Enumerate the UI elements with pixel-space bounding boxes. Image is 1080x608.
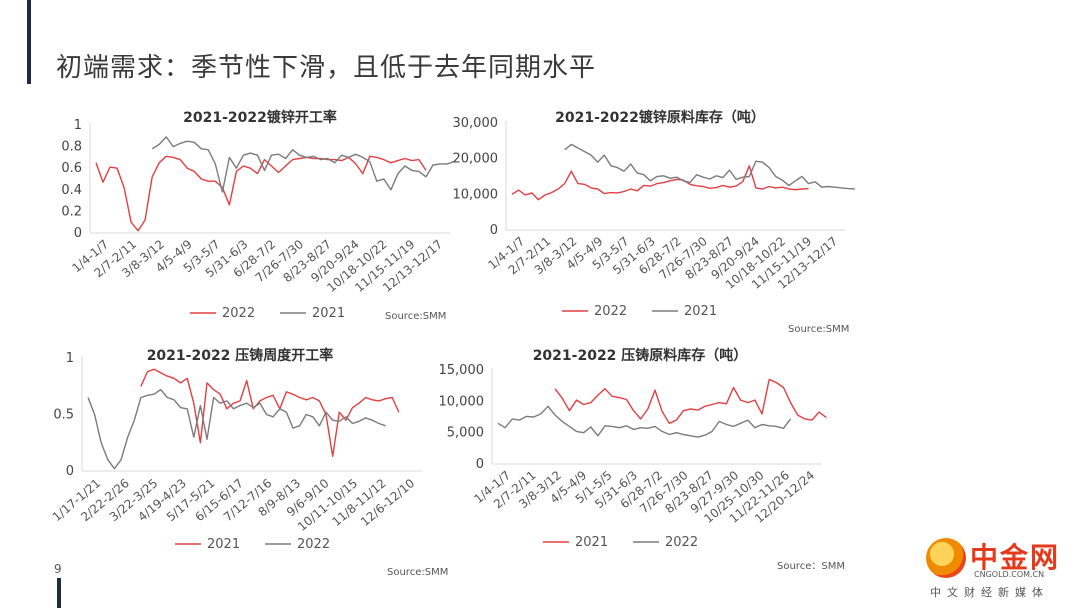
legend-label: 2022 (665, 535, 698, 550)
logo-name: 中金网 (970, 541, 1061, 574)
logo-url: CNGOLD.COM.CN (974, 570, 1045, 579)
left-accent-bar-top (27, 0, 31, 84)
y-tick-label: 1 (66, 351, 74, 366)
chart-die-casting-weekly-rate: 2021-2022 压铸周度开工率00.511/17-1/212/22-2/26… (50, 347, 449, 578)
y-tick-label: 0.5 (53, 408, 74, 423)
chart-die-casting-raw-inventory: 2021-2022 压铸原料库存（吨）05,00010,00015,0001/4… (440, 347, 845, 572)
y-tick-label: 0 (74, 226, 82, 241)
chart-source: Source:SMM (788, 324, 849, 335)
series-line-2021 (140, 368, 400, 458)
series-line-2022 (87, 388, 386, 470)
y-tick-label: 10,000 (453, 187, 499, 202)
legend-label: 2021 (684, 304, 717, 319)
logo-tagline: 中文财经新媒体 (930, 586, 1049, 599)
y-tick-label: 0 (476, 457, 484, 472)
series-line-2022 (95, 155, 427, 232)
page-number: 9 (54, 562, 62, 576)
series-line-2022 (497, 405, 792, 438)
cngold-logo: 中金网 CNGOLD.COM.CN 中文财经新媒体 (918, 534, 1078, 602)
y-tick-label: 10,000 (440, 394, 484, 409)
chart-title: 2021-2022镀锌原料库存（吨） (555, 109, 765, 126)
y-tick-label: 20,000 (453, 152, 499, 167)
y-tick-label: 5,000 (447, 426, 484, 441)
chart-title: 2021-2022镀锌开工率 (183, 109, 337, 126)
y-tick-label: 0.8 (61, 140, 82, 155)
page-title: 初端需求：季节性下滑，且低于去年同期水平 (56, 53, 597, 83)
series-line-2021 (564, 143, 855, 190)
y-tick-label: 15,000 (440, 363, 484, 378)
chart-title: 2021-2022 压铸原料库存（吨） (533, 347, 748, 364)
chart-galvanizing-operating-rate: 2021-2022镀锌开工率00.20.40.60.811/4-1/72/7-2… (61, 109, 455, 322)
y-tick-label: 0.2 (61, 204, 82, 219)
legend-label: 2021 (312, 306, 345, 321)
y-tick-label: 0 (66, 464, 74, 479)
legend-label: 2021 (207, 537, 240, 552)
y-tick-label: 30,000 (453, 116, 499, 131)
legend-label: 2022 (594, 304, 627, 319)
legend-label: 2022 (222, 306, 255, 321)
chart-galvanizing-raw-inventory: 2021-2022镀锌原料库存（吨）010,00020,00030,0001/4… (453, 109, 855, 335)
series-line-2022 (511, 165, 809, 201)
chart-title: 2021-2022 压铸周度开工率 (147, 347, 334, 364)
y-tick-label: 1 (74, 118, 82, 133)
y-tick-label: 0.6 (61, 161, 82, 176)
cngold-logo-icon (926, 538, 966, 578)
legend-label: 2021 (575, 535, 608, 550)
y-tick-label: 0 (490, 223, 498, 238)
chart-source: Source：SMM (777, 561, 845, 572)
chart-source: Source:SMM (385, 311, 446, 322)
series-line-2021 (554, 378, 827, 425)
legend-label: 2022 (297, 537, 330, 552)
series-line-2021 (151, 136, 455, 193)
left-accent-bar-bottom (57, 578, 61, 608)
chart-source: Source:SMM (387, 567, 448, 578)
y-tick-label: 0.4 (61, 183, 82, 198)
